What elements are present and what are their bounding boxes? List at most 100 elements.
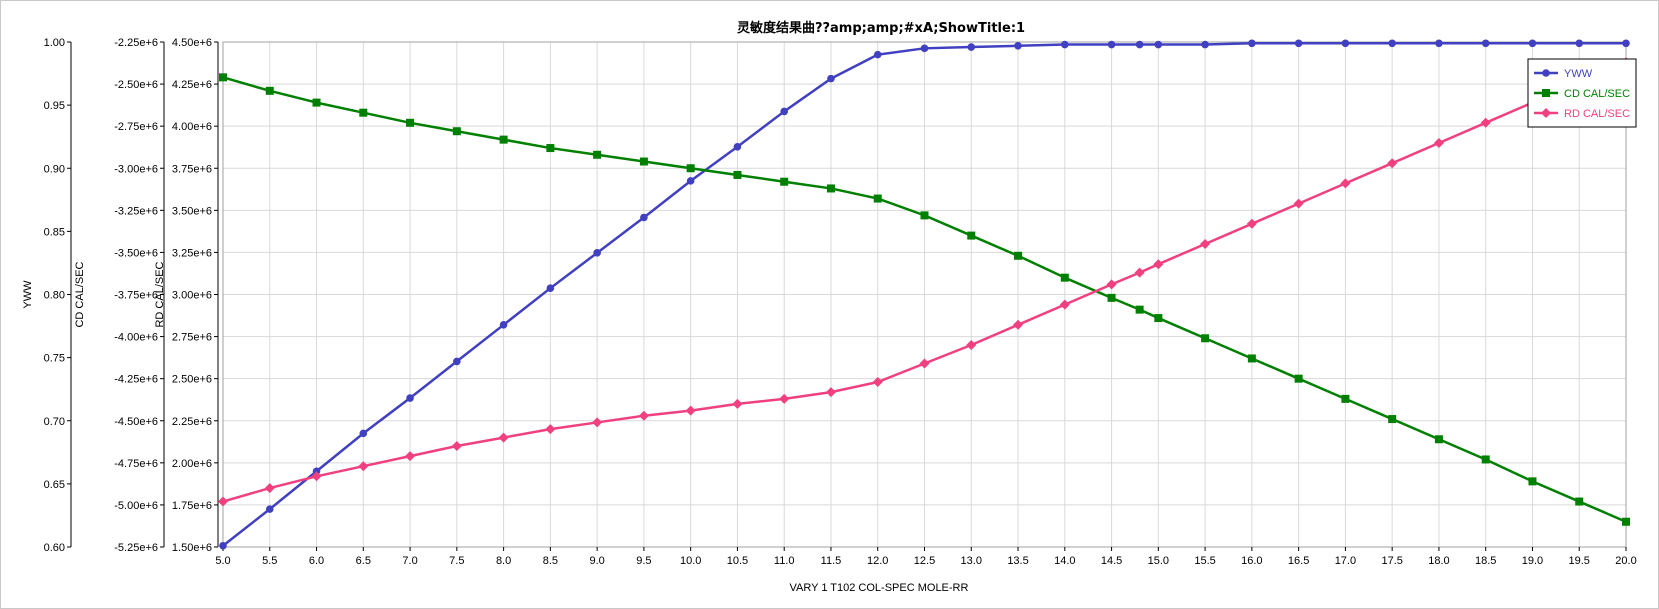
series-2-point	[312, 98, 321, 107]
series-3-point	[405, 451, 416, 462]
series-3-point	[685, 405, 696, 416]
axes: 5.0 5.5 6.0 6.5 7.0 7.5 8.0 8.5 9.0 9.5 10.0 10.5 11…	[22, 37, 1637, 567]
x-tick-label: 15.0	[1148, 555, 1169, 567]
y-tick-label: 4.50e+6	[172, 37, 212, 49]
series-1-point	[873, 50, 882, 59]
x-tick-label: 18.0	[1428, 555, 1449, 567]
series-2-point	[1107, 293, 1116, 302]
x-tick-label: 11.5	[821, 555, 842, 567]
series-3-point	[966, 340, 977, 350]
y-tick-label: 2.75e+6	[172, 332, 212, 344]
series-1	[219, 39, 1630, 550]
chart-title: 灵敏度结果曲??amp;amp;#xA;ShowTitle:1	[737, 20, 1025, 36]
series-1-point	[1341, 39, 1350, 48]
x-tick-label: 12.5	[914, 555, 935, 567]
x-tick-label: 10.0	[680, 555, 701, 567]
series-2-point	[1294, 374, 1303, 383]
y-tick-label: 0.65	[44, 479, 65, 491]
x-tick-label: 17.5	[1381, 555, 1402, 567]
series-3-point	[1013, 319, 1024, 330]
y-tick-label: 0.70	[44, 416, 65, 428]
series-1-point	[406, 394, 414, 402]
series-2-point	[593, 150, 602, 159]
series-2-point	[1201, 334, 1210, 343]
x-tick-label: 5.5	[262, 555, 277, 567]
series-3-point	[1480, 117, 1491, 128]
legend-label: RD CAL/SEC	[1564, 108, 1630, 120]
series-3-point	[1293, 198, 1304, 209]
series-3-point	[264, 483, 275, 494]
y-tick-label: 3.75e+6	[172, 163, 212, 175]
series-line-1	[222, 42, 1626, 547]
series-1-point	[1201, 40, 1209, 49]
series-1-point	[546, 284, 555, 292]
y-tick-label: -2.75e+6	[114, 121, 158, 133]
y-tick-label: -2.25e+6	[114, 37, 158, 49]
legend-swatch-point	[1542, 69, 1550, 77]
x-tick-label: 11.0	[774, 555, 795, 567]
series-1-point	[499, 321, 508, 329]
series-1-point	[219, 541, 227, 550]
series-2-point	[1341, 394, 1350, 403]
series-1-point	[1294, 39, 1303, 48]
y-tick-label: -2.50e+6	[114, 79, 158, 91]
x-tick-label: 7.5	[449, 555, 464, 567]
y-tick-label: 3.50e+6	[172, 205, 212, 217]
series-3-point	[732, 398, 743, 409]
x-tick-label: 18.5	[1475, 555, 1496, 567]
series-1-point	[593, 249, 601, 257]
y-tick-label: 0.90	[44, 163, 65, 175]
series-2-point	[733, 170, 742, 179]
series-1-point	[640, 213, 648, 222]
x-tick-label: 10.5	[727, 555, 748, 567]
x-tick-label: 14.5	[1101, 555, 1122, 567]
series-2-point	[967, 231, 976, 240]
y-tick-label: -5.00e+6	[114, 500, 158, 512]
y-tick-label: 1.75e+6	[172, 500, 212, 512]
y-tick-label: 3.25e+6	[172, 247, 212, 259]
series-2-point	[1575, 497, 1584, 506]
y-tick-label: -3.75e+6	[114, 290, 158, 302]
x-tick-label: 5.0	[215, 555, 230, 567]
series-1-point	[359, 429, 368, 438]
series-2-point	[1622, 517, 1630, 526]
series-2-point	[686, 164, 695, 173]
series-2-point	[1481, 455, 1490, 464]
series-3-point	[1106, 279, 1117, 290]
series-2-point	[359, 108, 368, 117]
series-2	[219, 73, 1630, 526]
series-3-point	[1134, 267, 1145, 278]
series-2-point	[1060, 273, 1069, 282]
y-tick-label: 0.75	[44, 353, 65, 365]
series-1-point	[920, 44, 929, 53]
series-2-point	[219, 73, 227, 82]
series-1-point	[312, 467, 321, 476]
y-tick-label: -4.00e+6	[114, 332, 158, 344]
series-2-point	[826, 184, 835, 193]
series-1-point	[1388, 39, 1396, 48]
series-1-point	[780, 107, 788, 116]
grid	[222, 41, 1627, 548]
series-3-point	[872, 377, 883, 388]
x-tick-label: 20.0	[1615, 555, 1636, 567]
y-tick-label: 4.00e+6	[172, 121, 212, 133]
x-tick-label: 13.5	[1007, 555, 1028, 567]
series-2-point	[639, 157, 648, 166]
series-1-point	[453, 357, 461, 366]
series-3-point	[919, 358, 930, 369]
series-1-point	[827, 74, 835, 83]
x-tick-label: 6.0	[309, 555, 324, 567]
series-1-point	[686, 177, 695, 185]
series-group	[218, 39, 1631, 550]
y-tick-label: -3.50e+6	[114, 247, 158, 259]
series-3-point	[311, 471, 322, 482]
series-1-point	[1575, 39, 1584, 48]
series-3-point	[545, 424, 556, 435]
series-3-point	[498, 432, 509, 443]
series-3	[218, 57, 1631, 507]
series-line-3	[222, 61, 1627, 503]
series-3-point	[1153, 259, 1164, 270]
series-1-point	[1622, 39, 1630, 48]
series-2-point	[1388, 415, 1397, 424]
